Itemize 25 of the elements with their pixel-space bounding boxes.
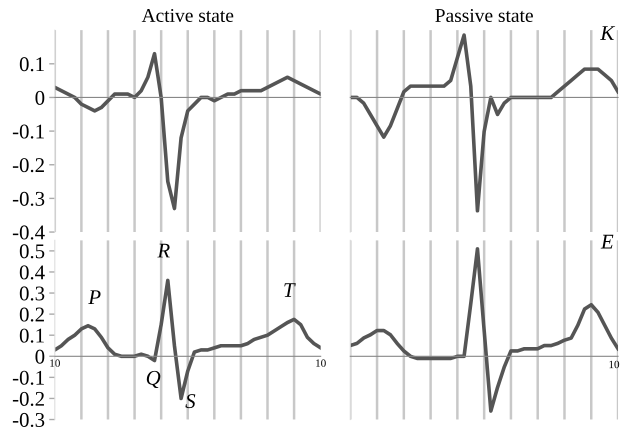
y-tick-label: 0.1 — [20, 328, 44, 343]
y-tick-label: 0.1 — [20, 57, 44, 72]
y-tick-label: 0.5 — [20, 244, 44, 258]
y-tick-label: -0.1 — [12, 124, 44, 139]
annotation: R — [157, 244, 170, 258]
text: E — [600, 234, 614, 248]
y-tick-label: -0.4 — [12, 225, 45, 240]
y-tick-label: -0.2 — [12, 158, 44, 172]
y-tick-label: 0.2 — [20, 308, 44, 322]
y-tick-label: -0.3 — [12, 192, 44, 206]
annotation: S — [185, 394, 196, 408]
y-tick-label: -0.1 — [12, 370, 44, 385]
y-tick-label: 0.3 — [20, 286, 44, 301]
y-tick-label: -0.2 — [12, 392, 44, 406]
annotation: Q — [146, 370, 160, 388]
y-tick-label: 0 — [35, 90, 44, 105]
y-tick-label: 0.4 — [20, 265, 45, 280]
annotation: T — [284, 283, 296, 297]
chart-title: Active state — [142, 8, 234, 22]
chart-title: Passive state — [435, 8, 533, 22]
annotation: K — [600, 26, 616, 40]
line-series — [54, 52, 321, 210]
annotation: P — [88, 290, 101, 304]
y-tick-label: -0.3 — [12, 412, 44, 428]
y-tick-label: 0 — [35, 350, 44, 364]
